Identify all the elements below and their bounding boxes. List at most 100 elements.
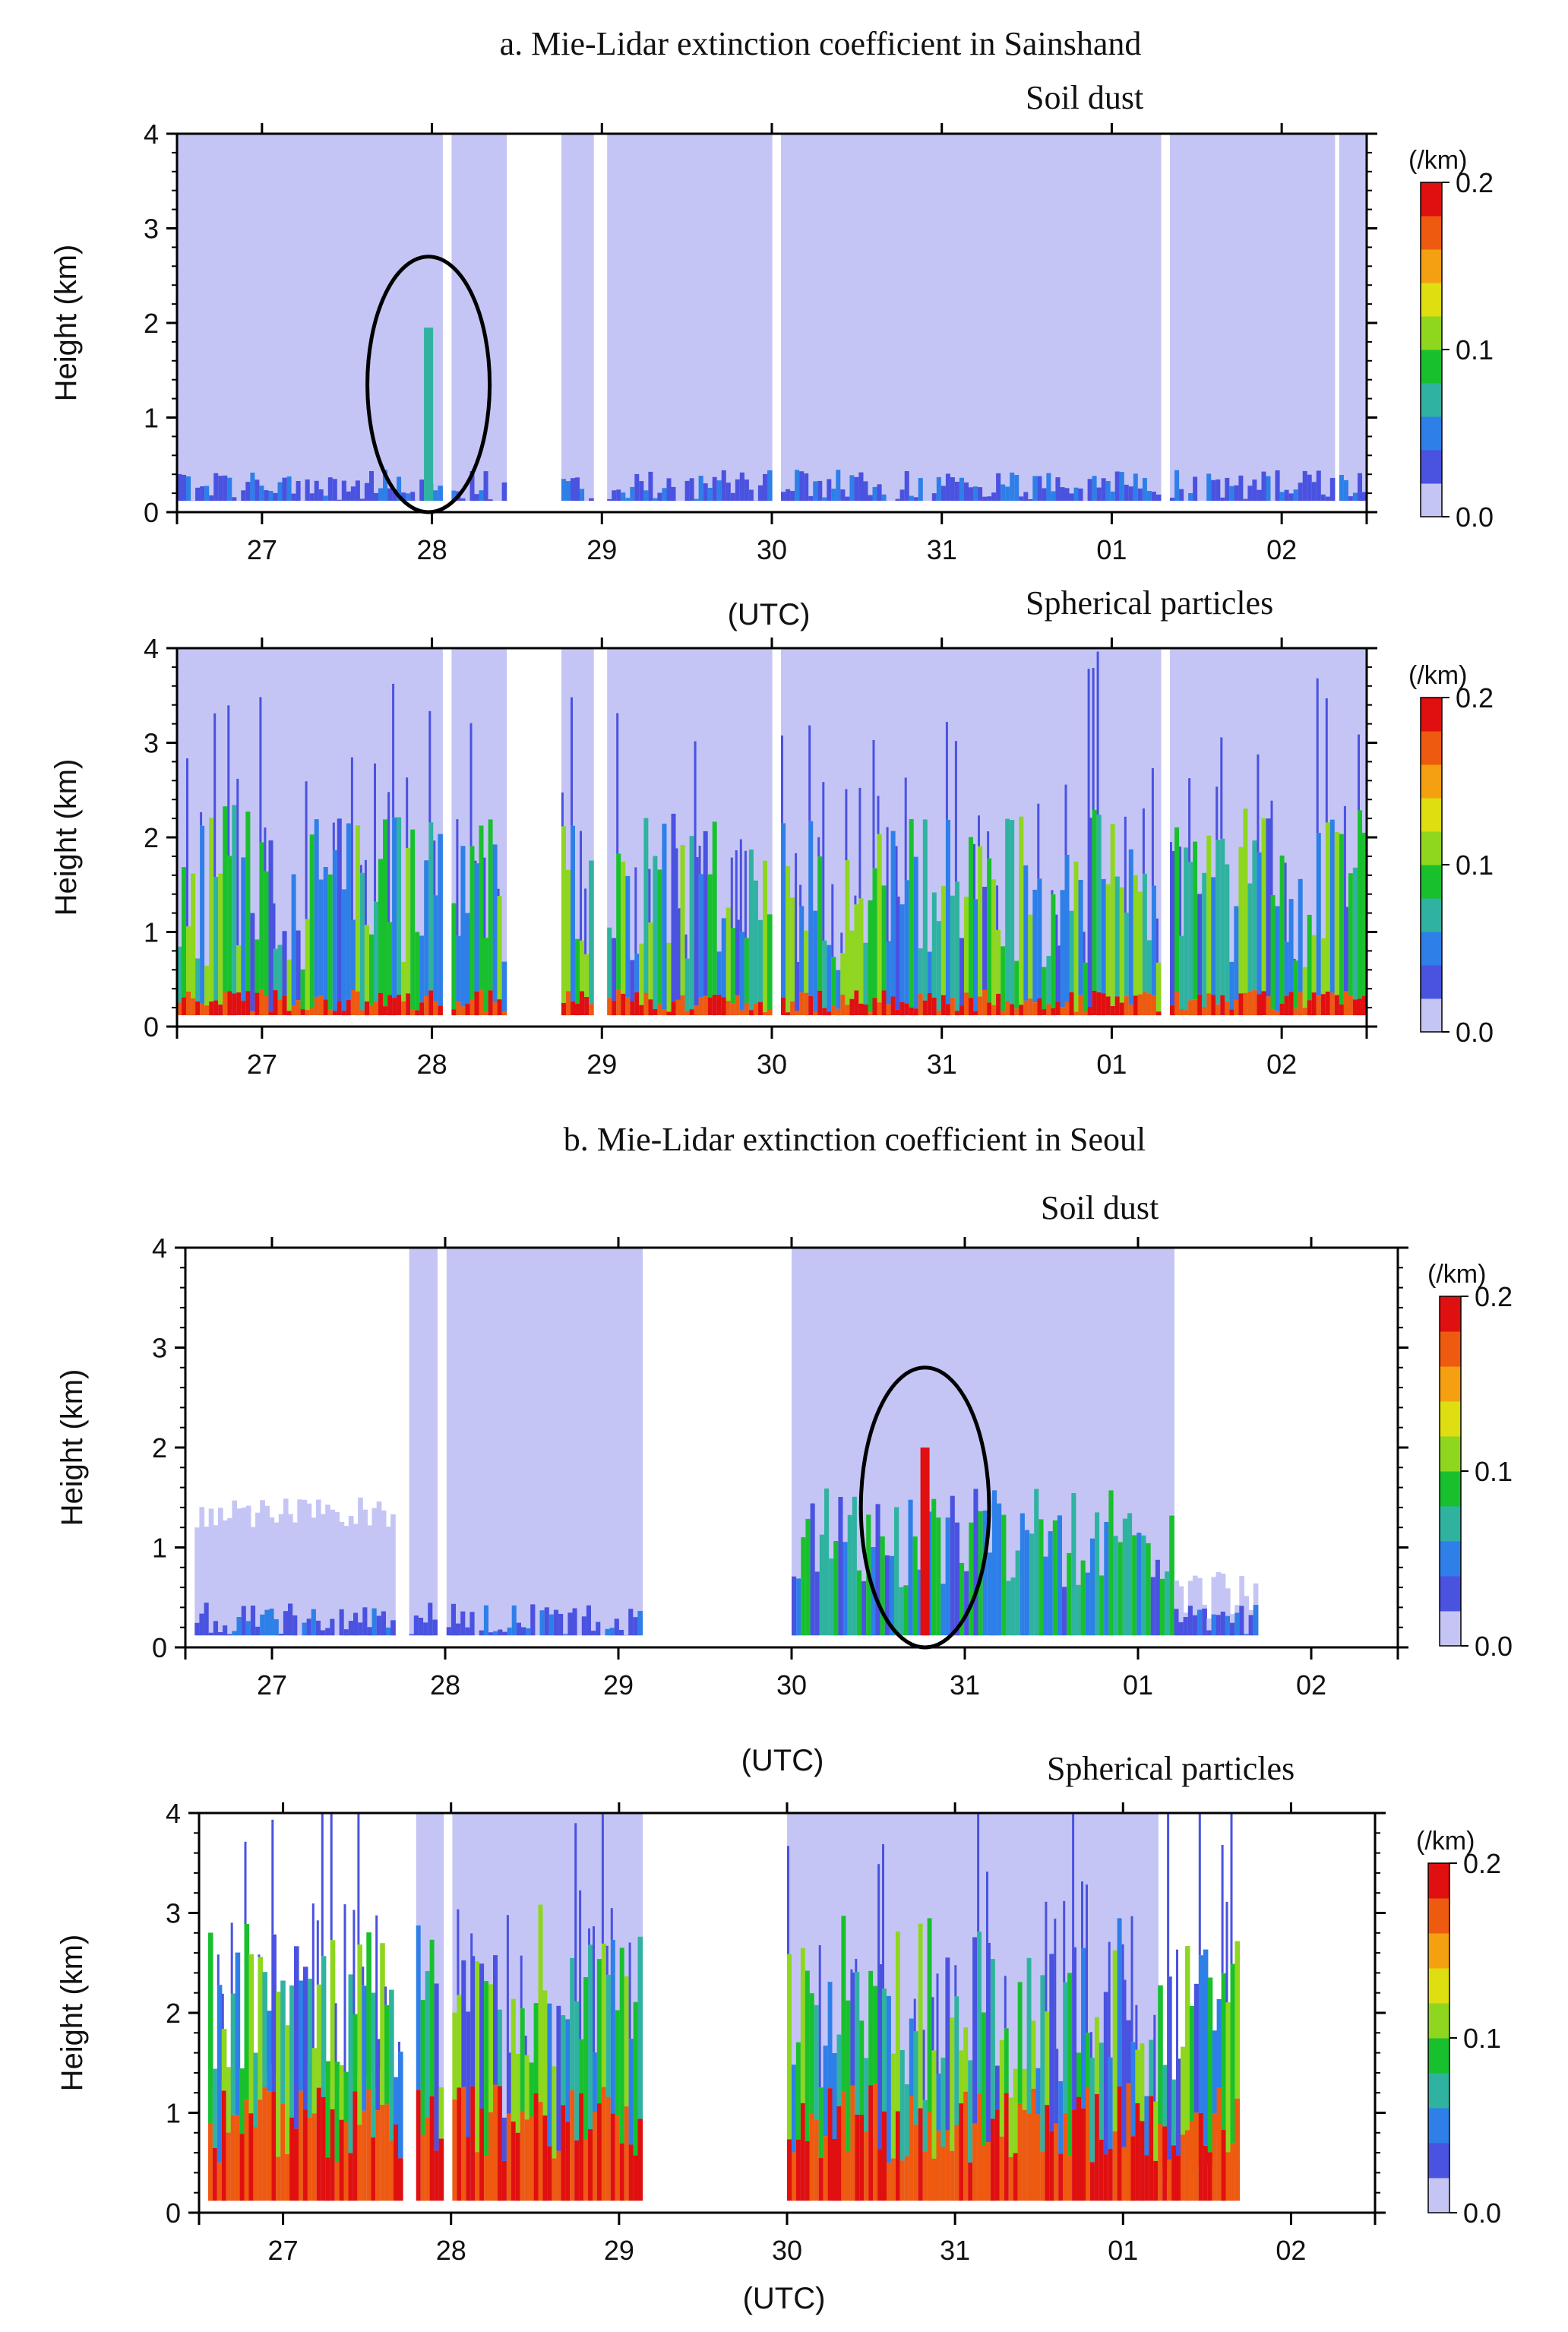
heat-cell	[959, 938, 965, 1006]
heat-cell	[561, 1813, 566, 2201]
heat-cell	[492, 844, 498, 1003]
heat-cell	[621, 492, 626, 501]
heat-cell	[369, 934, 375, 1005]
heat-cell	[858, 787, 861, 899]
heat-cell	[858, 898, 864, 1004]
heat-cell	[501, 1813, 507, 2201]
heat-cell	[1212, 2113, 1218, 2201]
heat-cell	[918, 478, 924, 501]
heat-cell	[1193, 476, 1198, 502]
heat-cell	[212, 2147, 218, 2201]
heat-cell	[223, 134, 228, 502]
heat-cell	[1202, 1007, 1207, 1016]
heat-cell	[515, 1813, 521, 2201]
heat-cell	[341, 648, 347, 1016]
heat-cell	[969, 998, 974, 1016]
heat-cell	[991, 648, 997, 1016]
heat-cell	[1110, 134, 1116, 502]
heat-cell	[359, 134, 365, 502]
heat-cell	[529, 2116, 535, 2201]
heat-cell	[529, 2062, 535, 2117]
heat-cell	[1001, 648, 1006, 1016]
heat-cell	[479, 990, 485, 1015]
heat-cell	[817, 648, 823, 1016]
heat-cell	[908, 1248, 914, 1636]
heat-cell	[1014, 134, 1020, 502]
heat-cell	[684, 934, 688, 959]
heat-cell	[1112, 1950, 1118, 2132]
heat-cell	[1060, 134, 1066, 502]
heat-cell	[607, 498, 612, 501]
heat-cell	[182, 867, 187, 998]
heat-cell	[1114, 134, 1121, 502]
heat-cell	[899, 1001, 906, 1016]
heat-cell	[584, 648, 590, 1016]
heat-cell	[209, 1001, 214, 1016]
heat-cell	[1329, 134, 1336, 502]
heat-cell	[1293, 134, 1299, 502]
heat-cell	[940, 2057, 946, 2147]
heat-cell	[1230, 1622, 1235, 1636]
heat-cell	[227, 477, 232, 502]
heat-cell	[805, 1970, 811, 2142]
heat-cell	[524, 2055, 530, 2120]
heat-cell	[1055, 914, 1058, 946]
heat-cell	[1076, 2052, 1082, 2097]
heat-cell	[552, 2158, 557, 2201]
heat-cell	[1137, 134, 1143, 502]
heat-cell	[1339, 1005, 1345, 1015]
x-tick-label: 31	[927, 1049, 957, 1080]
heat-cell	[1055, 1001, 1061, 1015]
heat-cell	[1188, 862, 1193, 1001]
heat-cell	[501, 134, 507, 502]
heat-cell	[296, 134, 302, 502]
heat-cell	[230, 1993, 236, 2115]
heat-cell	[799, 884, 802, 907]
heat-cell	[264, 995, 269, 1016]
heat-cell	[1089, 1813, 1095, 2201]
heat-cell	[666, 648, 672, 1016]
heat-cell	[488, 819, 494, 991]
heat-cell	[609, 1248, 615, 1636]
heat-cell	[675, 848, 678, 909]
heat-cell	[1352, 867, 1358, 1000]
heat-cell	[223, 1625, 228, 1636]
heat-cell	[899, 2160, 906, 2201]
heat-cell	[973, 843, 975, 900]
heat-cell	[289, 1985, 295, 2118]
heat-cell	[927, 951, 933, 993]
heat-cell	[282, 477, 288, 502]
heat-cell	[286, 959, 292, 1011]
heat-cell	[1124, 913, 1130, 997]
heat-cell	[1239, 1576, 1244, 1636]
heat-cell	[364, 134, 370, 502]
heat-cell	[1174, 134, 1180, 502]
heat-cell	[824, 1488, 830, 1636]
heat-cell	[1270, 895, 1276, 1010]
heat-cell	[716, 134, 722, 502]
heat-cell	[341, 480, 347, 501]
heat-cell	[909, 1007, 915, 1016]
heat-cell	[239, 2134, 245, 2201]
heat-cell	[544, 1248, 550, 1636]
heat-cell	[1086, 2087, 1091, 2201]
heat-cell	[286, 648, 292, 1016]
heat-cell	[1114, 996, 1121, 1016]
heat-cell	[1207, 2152, 1213, 2201]
heat-cell	[680, 845, 686, 995]
heat-cell	[577, 1248, 583, 1636]
colorbar-swatch	[1421, 416, 1442, 451]
heat-cell	[294, 2128, 299, 2201]
heat-cell	[1026, 2113, 1032, 2201]
heat-cell	[616, 713, 619, 854]
heat-cell	[419, 479, 425, 502]
heat-cell	[1247, 991, 1253, 1016]
heat-cell	[657, 648, 662, 1016]
heat-cell	[836, 970, 841, 1009]
heat-cell	[1037, 476, 1042, 501]
heat-cell	[730, 648, 736, 1016]
heat-cell	[1101, 993, 1107, 1016]
heat-cell	[950, 648, 956, 1016]
heat-cell	[433, 648, 438, 1016]
heat-cell	[684, 480, 691, 502]
